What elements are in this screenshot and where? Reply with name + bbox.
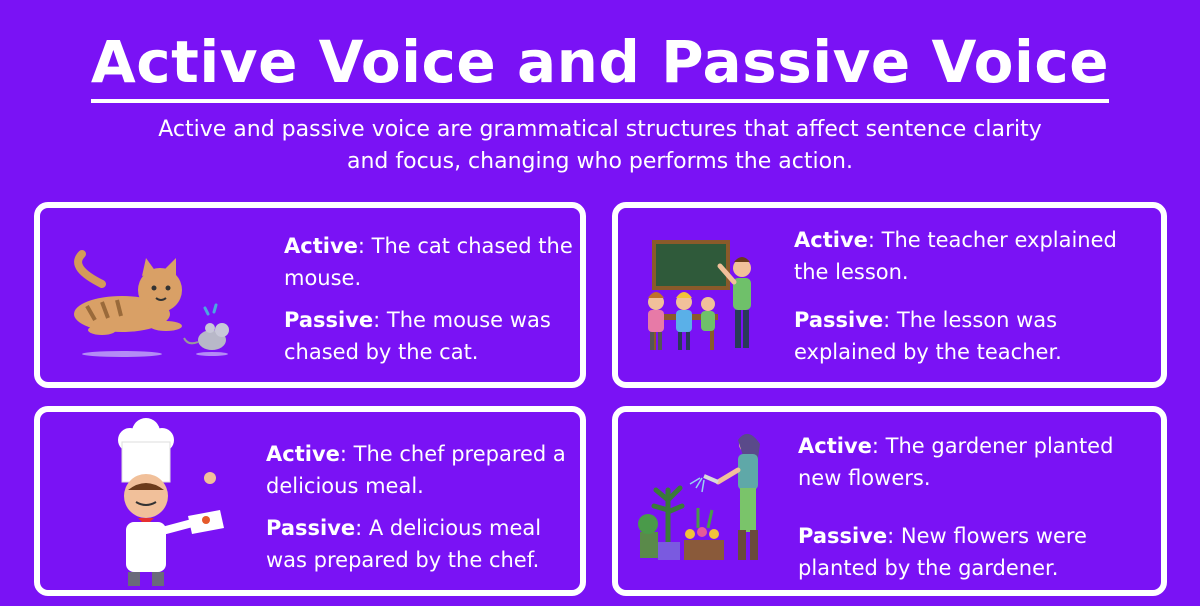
passive-text: : The mouse was chased by the cat.: [284, 308, 551, 364]
active-sentence: Active: The chef prepared a delicious me…: [266, 438, 576, 502]
active-label: Active: [794, 228, 868, 252]
page-title-text: Active Voice and Passive Voice: [90, 27, 1110, 103]
passive-sentence: Passive: The lesson was explained by the…: [794, 304, 1134, 368]
page-title: Active Voice and Passive Voice: [0, 22, 1200, 103]
passive-sentence: Passive: The mouse was chased by the cat…: [284, 304, 580, 368]
active-text: : The gardener planted new flowers.: [798, 434, 1114, 490]
active-sentence: Active: The teacher explained the lesson…: [794, 224, 1134, 288]
example-text-chef: Active: The chef prepared a delicious me…: [266, 438, 576, 576]
chef-serving-meal-illustration: [118, 418, 224, 586]
active-sentence: Active: The gardener planted new flowers…: [798, 430, 1138, 494]
passive-text: : The lesson was explained by the teache…: [794, 308, 1062, 364]
page-subtitle: Active and passive voice are grammatical…: [158, 117, 1042, 174]
example-card-gardener: Active: The gardener planted new flowers…: [612, 406, 1167, 596]
active-text: : The chef prepared a delicious meal.: [266, 442, 566, 498]
active-label: Active: [798, 434, 872, 458]
cat-chasing-mouse-illustration: [74, 250, 229, 357]
passive-label: Passive: [794, 308, 884, 332]
passive-sentence: Passive: New flowers were planted by the…: [798, 520, 1138, 584]
example-text-teacher: Active: The teacher explained the lesson…: [794, 224, 1134, 368]
teacher-with-students-illustration: [648, 240, 751, 350]
passive-sentence: Passive: A delicious meal was prepared b…: [266, 512, 576, 576]
active-label: Active: [284, 234, 358, 258]
example-card-teacher: Active: The teacher explained the lesson…: [612, 202, 1167, 388]
passive-text: : New flowers were planted by the garden…: [798, 524, 1087, 580]
passive-label: Passive: [284, 308, 374, 332]
active-text: : The cat chased the mouse.: [284, 234, 573, 290]
active-sentence: Active: The cat chased the mouse.: [284, 230, 580, 294]
example-text-gardener: Active: The gardener planted new flowers…: [798, 430, 1138, 584]
gardener-watering-plants-illustration: [638, 433, 760, 560]
passive-text: : A delicious meal was prepared by the c…: [266, 516, 542, 572]
active-label: Active: [266, 442, 340, 466]
example-text-cat: Active: The cat chased the mouse. Passiv…: [284, 230, 580, 368]
example-card-chef: Active: The chef prepared a delicious me…: [34, 406, 586, 596]
passive-label: Passive: [798, 524, 888, 548]
example-card-cat: Active: The cat chased the mouse. Passiv…: [34, 202, 586, 388]
active-text: : The teacher explained the lesson.: [794, 228, 1117, 284]
passive-label: Passive: [266, 516, 356, 540]
